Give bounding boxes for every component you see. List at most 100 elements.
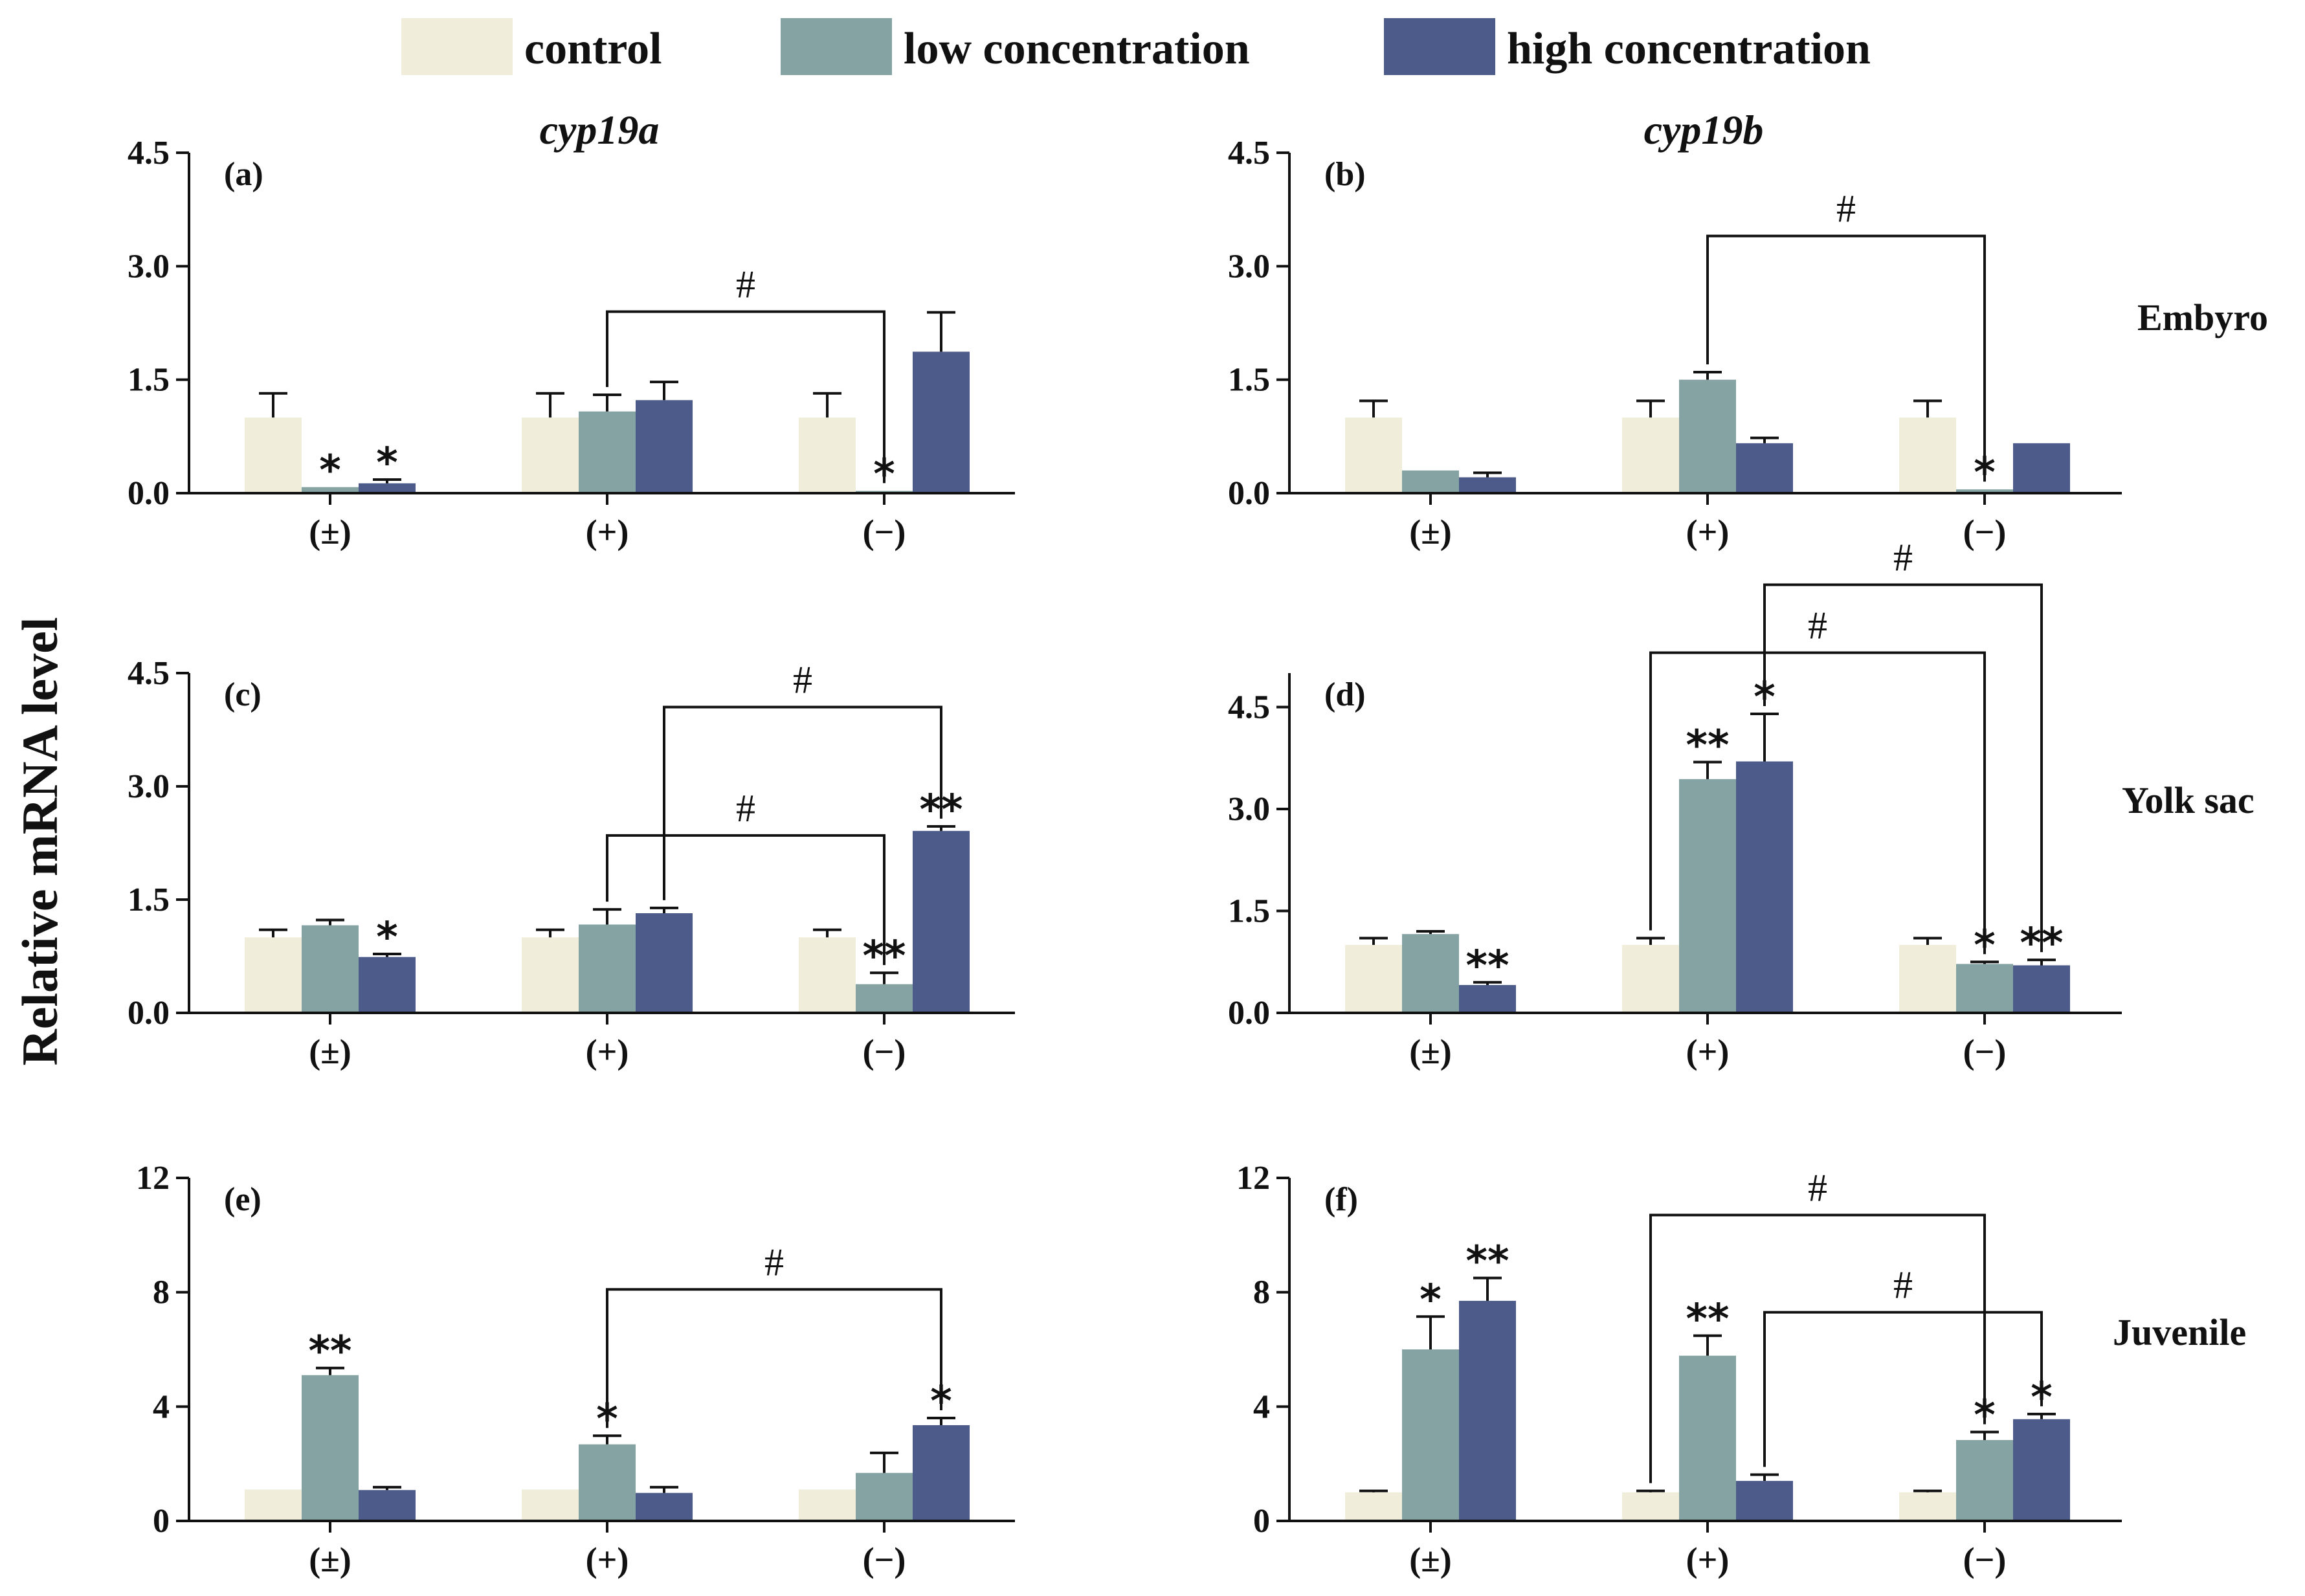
y-tick-label-d-0: 0.0 xyxy=(1228,995,1270,1032)
y-tick-label-b-0: 0.0 xyxy=(1228,475,1270,512)
legend: control low concentration high concentra… xyxy=(401,18,1871,75)
bar-f-control-2 xyxy=(1899,1492,1956,1521)
significance-star-a-1: * xyxy=(376,439,397,487)
panel-a: 0.01.53.04.5(±) (+) (−)(a)* * *# xyxy=(128,135,1015,551)
y-tick-label-c-2: 3.0 xyxy=(128,768,170,805)
x-tick-label-e-1: (+) xyxy=(586,1540,629,1579)
bracket-label-c-1: # xyxy=(793,659,812,702)
bracket-label-c-0: # xyxy=(736,787,755,830)
y-tick-label-f-1: 4 xyxy=(1253,1388,1270,1425)
bar-b-control-1 xyxy=(1622,417,1679,493)
significance-star-f-1: ** xyxy=(1466,1238,1509,1286)
bar-e-low-0 xyxy=(302,1375,359,1521)
y-tick-label-c-3: 4.5 xyxy=(128,655,170,692)
bar-b-low-2 xyxy=(1956,489,2013,493)
panel-label-c: (c) xyxy=(224,676,262,713)
x-tick-label-b-2: (−) xyxy=(1963,513,2007,551)
bar-f-high-1 xyxy=(1736,1481,1793,1521)
y-tick-label-d-1: 1.5 xyxy=(1228,893,1270,930)
bar-e-control-2 xyxy=(799,1489,856,1521)
bar-e-control-0 xyxy=(245,1489,302,1521)
bracket-label-d-1: # xyxy=(1893,537,1913,579)
bar-a-control-1 xyxy=(522,417,579,493)
x-tick-label-b-1: (+) xyxy=(1686,513,1730,551)
bracket-label-f-0: # xyxy=(1808,1166,1827,1209)
panel-c: 0.01.53.04.5(±) (+) (−)(c)* ****## xyxy=(128,655,1015,1071)
bar-c-high-2 xyxy=(913,830,970,1013)
x-tick-label-a-0: (±) xyxy=(309,513,351,551)
bar-f-low-0 xyxy=(1402,1349,1459,1521)
bar-d-control-2 xyxy=(1899,945,1956,1013)
bar-d-low-2 xyxy=(1956,964,2013,1013)
bar-f-high-2 xyxy=(2013,1419,2070,1521)
bar-e-high-0 xyxy=(359,1490,416,1521)
bar-c-low-2 xyxy=(856,984,913,1013)
bracket-label-a-0: # xyxy=(736,263,755,305)
bracket-label-e-0: # xyxy=(764,1241,784,1283)
bracket-label-d-0: # xyxy=(1808,604,1827,647)
bar-b-high-1 xyxy=(1736,443,1793,493)
legend-label-low: low concentration xyxy=(904,24,1250,74)
x-tick-label-d-0: (±) xyxy=(1409,1032,1452,1071)
bracket-d-1 xyxy=(1763,583,2043,953)
bar-b-control-0 xyxy=(1345,417,1402,493)
x-tick-label-f-0: (±) xyxy=(1409,1540,1452,1579)
panel-label-b: (b) xyxy=(1324,156,1366,193)
y-axis-label: Relative mRNA level xyxy=(12,617,68,1065)
y-tick-label-e-1: 4 xyxy=(153,1388,170,1425)
legend-swatch-low xyxy=(781,18,892,75)
x-tick-label-f-1: (+) xyxy=(1686,1540,1730,1579)
panel-d: 0.01.53.04.5(±) (+) (−)(d)****** **## xyxy=(1228,537,2122,1071)
column-title-right: cyp19b xyxy=(1644,107,1764,153)
bar-e-low-1 xyxy=(579,1444,636,1521)
bar-e-high-1 xyxy=(636,1492,693,1521)
y-tick-label-f-2: 8 xyxy=(1253,1274,1270,1311)
x-tick-label-d-2: (−) xyxy=(1963,1032,2007,1071)
bracket-f-1 xyxy=(1763,1311,2043,1467)
bracket-c-0 xyxy=(606,834,885,966)
y-tick-label-f-3: 12 xyxy=(1236,1160,1270,1197)
bar-c-low-0 xyxy=(302,925,359,1013)
bracket-label-f-1: # xyxy=(1893,1264,1913,1307)
bar-c-low-1 xyxy=(579,924,636,1013)
legend-label-control: control xyxy=(524,24,662,74)
bar-a-low-0 xyxy=(302,487,359,493)
y-tick-label-b-3: 4.5 xyxy=(1228,135,1270,172)
column-title-left: cyp19a xyxy=(540,107,660,153)
significance-star-d-1: ** xyxy=(1686,722,1730,770)
y-tick-label-a-0: 0.0 xyxy=(128,475,170,512)
bracket-a-0 xyxy=(606,310,885,483)
bar-b-high-2 xyxy=(2013,443,2070,493)
row-label-yolk-sac: Yolk sac xyxy=(2122,779,2255,821)
bar-c-control-0 xyxy=(245,937,302,1013)
significance-star-a-0: * xyxy=(319,447,340,495)
bar-a-high-2 xyxy=(913,351,970,493)
significance-star-f-2: ** xyxy=(1686,1296,1730,1344)
bar-d-high-0 xyxy=(1459,984,1516,1013)
panel-label-a: (a) xyxy=(224,156,263,193)
bar-c-control-1 xyxy=(522,937,579,1013)
bar-d-control-1 xyxy=(1622,945,1679,1013)
significance-star-f-0: * xyxy=(1420,1276,1441,1324)
y-tick-label-a-1: 1.5 xyxy=(128,362,170,399)
bracket-c-1 xyxy=(663,705,942,900)
bracket-f-0 xyxy=(1649,1214,1986,1483)
bracket-e-0 xyxy=(606,1288,942,1428)
row-label-juvenile: Juvenile xyxy=(2113,1311,2246,1353)
bar-d-low-0 xyxy=(1402,934,1459,1013)
bar-f-low-1 xyxy=(1679,1355,1736,1521)
legend-label-high: high concentration xyxy=(1507,24,1871,74)
y-tick-label-e-0: 0 xyxy=(153,1503,170,1540)
panel-b: 0.01.53.04.5(±) (+) (−)(b)*# xyxy=(1228,135,2122,551)
y-tick-label-d-2: 3.0 xyxy=(1228,791,1270,828)
bar-d-high-2 xyxy=(2013,965,2070,1013)
bar-d-low-1 xyxy=(1679,779,1736,1013)
bracket-label-b-0: # xyxy=(1836,188,1856,230)
y-tick-label-d-3: 4.5 xyxy=(1228,689,1270,726)
bar-a-low-1 xyxy=(579,411,636,493)
bar-d-high-1 xyxy=(1736,761,1793,1013)
bar-c-control-2 xyxy=(799,937,856,1013)
